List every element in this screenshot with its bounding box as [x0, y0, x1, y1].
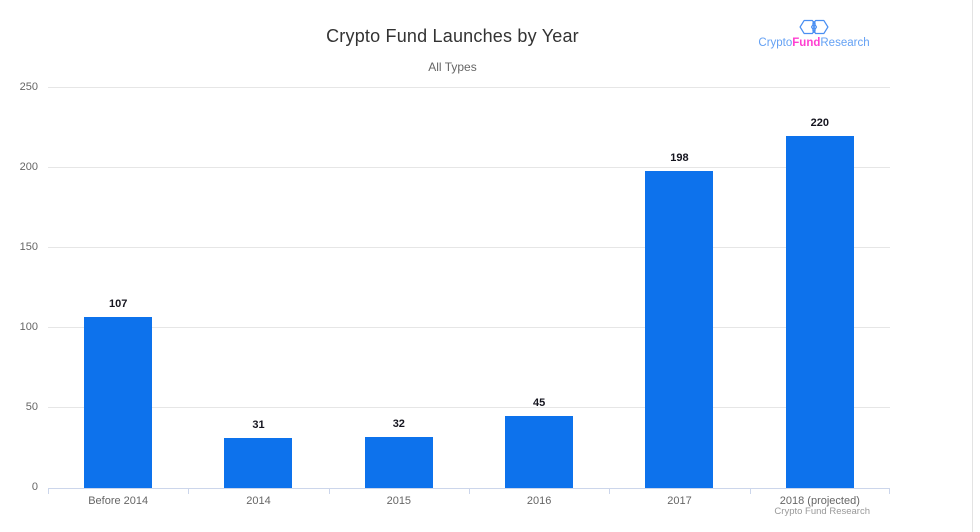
gridline-250: [48, 87, 890, 88]
bar-2017[interactable]: [645, 171, 714, 488]
logo-word-fund: Fund: [792, 37, 821, 49]
hexagons-icon: [799, 19, 829, 35]
x-axis-label-2018-projected: 2018 (projected): [779, 495, 860, 507]
bar-slot-2015: 32: [329, 88, 469, 488]
bar-value-label-2014: 31: [252, 419, 265, 432]
x-axis-label-before-2014: Before 2014: [88, 495, 149, 507]
credit-text: Crypto Fund Research: [774, 506, 870, 517]
crypto-fund-research-logo[interactable]: CryptoFundResearch: [756, 18, 872, 49]
bar-slot-2017: 198: [609, 88, 749, 488]
x-axis-label-2014: 2014: [246, 495, 271, 507]
x-axis-line: [48, 488, 890, 489]
x-axis-tick: [749, 489, 751, 494]
x-axis-label-2017: 2017: [667, 495, 692, 507]
chart-card: Crypto Fund Launches by Year All Types C…: [20, 18, 890, 517]
logo-word-research: Research: [820, 37, 870, 49]
bar-slot-2018-projected: 220: [750, 88, 890, 488]
y-axis-label-100: 100: [19, 321, 38, 333]
bar-before-2014[interactable]: [84, 316, 153, 488]
bar-slot-before-2014: 107: [48, 88, 188, 488]
bar-slot-2016: 45: [469, 88, 609, 488]
bar-value-label-2017: 198: [670, 152, 689, 165]
bar-2016[interactable]: [505, 416, 574, 488]
y-axis-label-150: 150: [19, 241, 38, 253]
bar-2018-projected[interactable]: [785, 136, 854, 488]
chart-subtitle: All Types: [428, 60, 477, 74]
plot-area: 0 50 100 150 200 250 107 31 32 45 198 220 Before 2…: [20, 81, 890, 507]
y-axis-label-250: 250: [19, 81, 38, 93]
bar-value-label-2016: 45: [533, 397, 546, 409]
window-border-line: [972, 0, 973, 532]
gridline-100: [48, 327, 890, 328]
x-axis-label-2016: 2016: [526, 495, 552, 507]
x-axis-tick: [48, 489, 49, 494]
logo-word-crypto: Crypto: [758, 37, 793, 49]
bar-value-label-2018-projected: 220: [810, 117, 829, 129]
logo-wordmark: CryptoFundResearch: [756, 37, 872, 49]
bar-value-label-before-2014: 107: [108, 297, 128, 310]
x-axis-tick: [609, 489, 611, 494]
gridline-150: [48, 247, 890, 248]
x-axis-tick: [469, 489, 470, 494]
y-axis-label-50: 50: [25, 401, 38, 413]
bar-2014[interactable]: [224, 438, 293, 488]
gridline-50: [48, 407, 890, 408]
chart-title: Crypto Fund Launches by Year: [326, 26, 579, 46]
x-axis-label-2015: 2015: [386, 495, 412, 507]
x-axis-tick: [328, 489, 330, 494]
bar-value-label-2015: 32: [392, 417, 405, 430]
bar-2015[interactable]: [364, 436, 433, 488]
x-axis-tick: [188, 489, 190, 494]
y-axis-label-0: 0: [31, 481, 38, 493]
y-axis-label-200: 200: [19, 161, 38, 173]
gridline-200: [48, 167, 890, 168]
x-axis-tick: [889, 489, 890, 494]
bar-slot-2014: 31: [188, 88, 328, 488]
